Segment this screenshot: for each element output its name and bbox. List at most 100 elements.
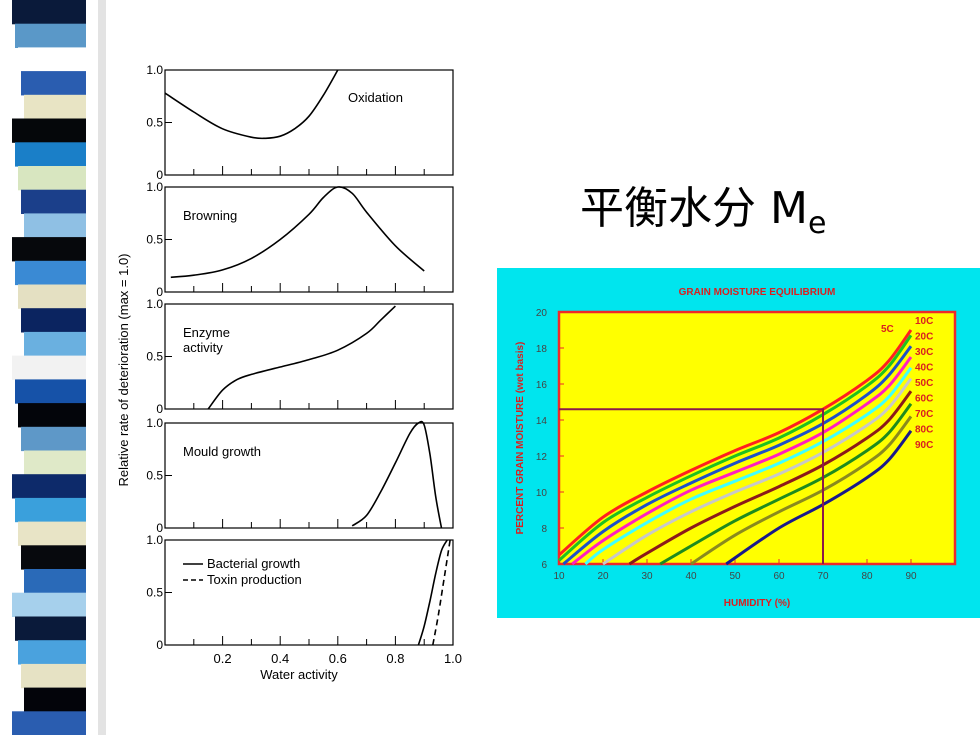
x-tick-label: 0.4 <box>271 651 289 666</box>
stripe-segment <box>18 640 86 665</box>
stripe-segment <box>24 687 86 712</box>
y-tick-label: 6 <box>541 560 547 571</box>
x-tick-label: 10 <box>553 571 565 582</box>
stripe-segment <box>12 118 86 143</box>
stripe-segment <box>18 284 86 309</box>
y-tick-label: 18 <box>536 344 548 355</box>
panel-label: Enzyme <box>183 325 230 340</box>
panel-label: Browning <box>183 208 237 223</box>
stripe-segment <box>12 237 86 262</box>
legend-label: 5C <box>881 324 894 335</box>
stripe-segment <box>15 142 86 167</box>
y-tick-label: 12 <box>536 452 548 463</box>
series-line <box>164 69 339 140</box>
title-subscript: e <box>807 206 827 241</box>
grain-moisture-chart: GRAIN MOISTURE EQUILIBRIUM 6 8 10 12 14 16 18 20… <box>497 268 980 618</box>
stripe-segment <box>21 308 86 333</box>
x-axis-label: HUMIDITY (%) <box>724 598 790 609</box>
stripe-segment <box>12 0 86 25</box>
x-tick-label: 0.6 <box>329 651 347 666</box>
x-tick-label: 20 <box>597 571 609 582</box>
legend-label: 60C <box>915 394 933 405</box>
stripe-segment <box>21 545 86 570</box>
panel-frame <box>164 186 454 293</box>
stripe-segment <box>18 47 86 72</box>
y-tick-label: 0.5 <box>146 469 163 483</box>
panel-frame <box>164 69 454 176</box>
stripe-segment <box>12 711 86 735</box>
chart-title: GRAIN MOISTURE EQUILIBRIUM <box>679 287 836 298</box>
legend-label: Toxin production <box>207 572 302 587</box>
series-line <box>558 329 913 557</box>
x-tick-label: 90 <box>905 571 917 582</box>
series-line <box>584 366 913 566</box>
y-tick-label: 0 <box>156 638 163 652</box>
y-tick-label: 20 <box>536 308 548 319</box>
title-main: 平衡水分 M <box>580 183 808 234</box>
stripe-segment <box>18 166 86 191</box>
stripe-segment <box>12 355 86 380</box>
deterioration-chart: 1.0 0.5 0 Oxidation 1.0 0.5 0 Browning 1.0 0.5 0 En… <box>116 63 462 682</box>
x-tick-label: 60 <box>773 571 785 582</box>
x-tick-label: 40 <box>685 571 697 582</box>
stripe-segment <box>24 569 86 594</box>
legend-label: 20C <box>915 332 933 343</box>
y-tick-label: 0.5 <box>146 350 163 364</box>
stripe-segment <box>24 94 86 120</box>
x-tick-label: 80 <box>861 571 873 582</box>
stripe-segment <box>15 616 86 641</box>
stripe-segment <box>15 23 86 48</box>
series-line <box>725 429 913 566</box>
y-tick-label: 1.0 <box>146 533 163 547</box>
legend-label: 50C <box>915 378 933 389</box>
stripe-segment <box>24 450 86 475</box>
stripe-segment <box>12 592 86 617</box>
x-tick-label: 70 <box>817 571 829 582</box>
stripe-segment <box>15 260 86 286</box>
slide-title: 平衡水分 Me <box>580 172 826 241</box>
stripe-segment <box>15 379 86 404</box>
stripe-segment <box>24 213 86 238</box>
stripe-segment <box>24 331 86 357</box>
legend-label: Bacterial growth <box>207 556 300 571</box>
x-tick-label: 1.0 <box>444 651 462 666</box>
panel-frame <box>164 303 454 410</box>
y-tick-label: 1.0 <box>146 63 163 77</box>
stripe-segment <box>21 663 86 689</box>
y-tick-label: 0.5 <box>146 586 163 600</box>
series-line <box>562 345 913 566</box>
x-axis-label: Water activity <box>260 667 338 682</box>
y-tick-label: 0 <box>156 402 163 416</box>
y-tick-label: 1.0 <box>146 297 163 311</box>
series-line <box>602 377 913 566</box>
stripe-segment <box>12 474 86 499</box>
legend-label: 70C <box>915 409 933 420</box>
y-axis-label: Relative rate of deterioration (max = 1.… <box>116 253 131 486</box>
y-tick-label: 0 <box>156 168 163 182</box>
stripe-segment <box>18 403 86 428</box>
y-tick-label: 0.5 <box>146 233 163 247</box>
series-line <box>351 420 443 529</box>
stripe-segment <box>18 521 86 546</box>
y-tick-label: 1.0 <box>146 416 163 430</box>
legend-label: 90C <box>915 440 933 451</box>
series-line <box>417 539 448 646</box>
series-line <box>170 186 425 279</box>
panel-label: activity <box>183 340 223 355</box>
stripe-segment <box>21 189 86 214</box>
stripe-segment <box>21 71 86 96</box>
panel-label: Mould growth <box>183 444 261 459</box>
stripe-segment <box>15 497 86 523</box>
y-tick-label: 10 <box>536 488 548 499</box>
y-tick-label: 0 <box>156 521 163 535</box>
series-line <box>558 334 913 562</box>
series-line <box>571 356 913 566</box>
x-tick-label: 30 <box>641 571 653 582</box>
series-line <box>207 305 396 410</box>
y-tick-label: 8 <box>541 524 547 535</box>
legend-label: 40C <box>915 363 933 374</box>
y-tick-label: 0.5 <box>146 116 163 130</box>
series-line <box>628 390 913 566</box>
y-tick-label: 0 <box>156 285 163 299</box>
decorative-stripe-bar <box>12 0 106 735</box>
